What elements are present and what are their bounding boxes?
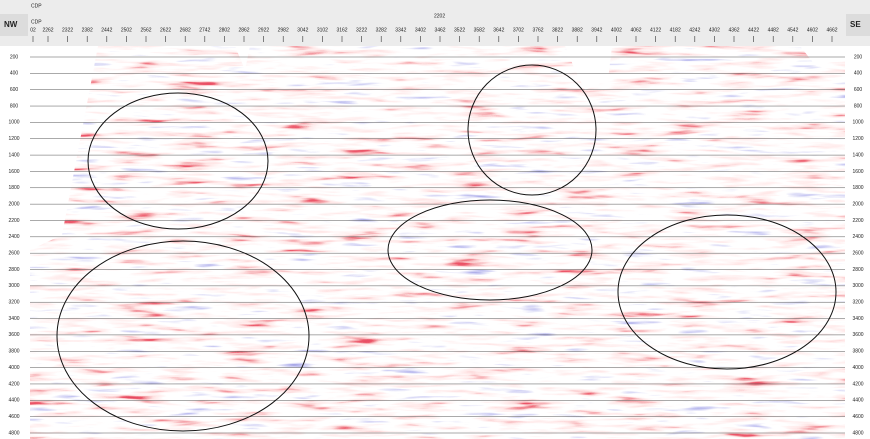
side-label: NW (4, 20, 18, 29)
cdp-tick-label: 4302 (709, 27, 720, 33)
cdp-tick-label: 3642 (493, 27, 504, 33)
depth-label-left: 400 (10, 71, 19, 77)
depth-label-right: 2800 (852, 267, 863, 273)
depth-label-right: 3000 (852, 283, 863, 289)
depth-label-right: 2000 (852, 201, 863, 207)
depth-label-left: 2000 (8, 201, 19, 207)
cdp-tick-label: 3882 (572, 27, 583, 33)
cdp-tick-label: 3702 (513, 27, 524, 33)
depth-label-left: 3600 (8, 332, 19, 338)
cdp-tick-label: 4662 (826, 27, 837, 33)
depth-label-left: 4600 (8, 414, 19, 420)
cdp-tick-label: 2382 (82, 27, 93, 33)
depth-label-right: 3600 (852, 332, 863, 338)
seismic-section: NW SE CDP CDP 2202 02 2262 2322 2382 2442 250… (0, 0, 870, 439)
depth-label-left: 4400 (8, 398, 19, 404)
depth-label-left: 4000 (8, 365, 19, 371)
depth-label-left: 3800 (8, 349, 19, 355)
depth-label-left: 3400 (8, 316, 19, 322)
cdp-tick-label: 3942 (591, 27, 602, 33)
depth-label-right: 1800 (852, 185, 863, 191)
depth-label-right: 1000 (852, 120, 863, 126)
cdp-tick-label: 3522 (454, 27, 465, 33)
depth-label-left: 1200 (8, 136, 19, 142)
depth-label-right: 400 (854, 71, 863, 77)
depth-label-left: 1800 (8, 185, 19, 191)
cdp-tick-label: 3102 (317, 27, 328, 33)
cdp-tick-label: 4182 (670, 27, 681, 33)
cdp-tick-label: 3222 (356, 27, 367, 33)
depth-label-left: 1600 (8, 169, 19, 175)
center-label: 2202 (434, 13, 445, 19)
cdp-tick-label: 4422 (748, 27, 759, 33)
cdp-tick-label: 3762 (532, 27, 543, 33)
axis-label: CDP (31, 19, 42, 25)
depth-label-left: 2200 (8, 218, 19, 224)
depth-label-left: 1000 (8, 120, 19, 126)
cdp-tick-label: 2442 (101, 27, 112, 33)
depth-label-right: 800 (854, 103, 863, 109)
cdp-tick-label: 3462 (434, 27, 445, 33)
depth-label-left: 2800 (8, 267, 19, 273)
depth-label-left: 200 (10, 54, 19, 60)
seismic-image (30, 46, 845, 439)
cdp-tick-label: 2802 (219, 27, 230, 33)
cdp-tick-label: 3042 (297, 27, 308, 33)
cdp-tick-label: 3162 (336, 27, 347, 33)
cdp-tick-label: 4542 (787, 27, 798, 33)
cdp-tick-label: 2742 (199, 27, 210, 33)
depth-label-right: 2400 (852, 234, 863, 240)
depth-label-right: 1400 (852, 152, 863, 158)
depth-label-right: 600 (854, 87, 863, 93)
cdp-tick-label: 3582 (474, 27, 485, 33)
depth-label-right: 4000 (852, 365, 863, 371)
depth-label-left: 600 (10, 87, 19, 93)
cdp-tick-label: 3282 (376, 27, 387, 33)
cdp-tick-label: 3402 (415, 27, 426, 33)
depth-label-left: 3000 (8, 283, 19, 289)
cdp-tick-label: 4122 (650, 27, 661, 33)
cdp-tick-label: 02 (30, 27, 36, 33)
cdp-tick-label: 3342 (395, 27, 406, 33)
axis-label: CDP (31, 3, 42, 9)
cdp-tick-label: 2502 (121, 27, 132, 33)
depth-label-right: 4800 (852, 430, 863, 436)
cdp-tick-label: 4602 (807, 27, 818, 33)
depth-label-right: 2600 (852, 251, 863, 257)
depth-label-left: 3200 (8, 300, 19, 306)
cdp-tick-label: 4362 (728, 27, 739, 33)
depth-label-left: 2600 (8, 251, 19, 257)
depth-label-right: 3200 (852, 300, 863, 306)
depth-label-right: 3400 (852, 316, 863, 322)
cdp-tick-label: 2562 (140, 27, 151, 33)
cdp-tick-label: 4242 (689, 27, 700, 33)
cdp-tick-label: 2922 (258, 27, 269, 33)
cdp-tick-label: 4482 (768, 27, 779, 33)
depth-label-left: 2400 (8, 234, 19, 240)
header-bar (0, 0, 870, 46)
cdp-tick-label: 3822 (552, 27, 563, 33)
cdp-tick-label: 2262 (42, 27, 53, 33)
side-label: SE (850, 20, 861, 29)
cdp-tick-label: 4062 (630, 27, 641, 33)
depth-label-right: 1600 (852, 169, 863, 175)
cdp-tick-label: 2682 (180, 27, 191, 33)
depth-label-left: 4800 (8, 430, 19, 436)
cdp-tick-label: 2322 (62, 27, 73, 33)
depth-label-right: 1200 (852, 136, 863, 142)
depth-label-right: 3800 (852, 349, 863, 355)
depth-label-right: 200 (854, 54, 863, 60)
cdp-tick-label: 2622 (160, 27, 171, 33)
depth-label-left: 1400 (8, 152, 19, 158)
cdp-tick-label: 2982 (278, 27, 289, 33)
cdp-tick-label: 2862 (238, 27, 249, 33)
depth-label-right: 2200 (852, 218, 863, 224)
depth-label-right: 4200 (852, 381, 863, 387)
depth-label-right: 4400 (852, 398, 863, 404)
depth-label-left: 800 (10, 103, 19, 109)
depth-label-left: 4200 (8, 381, 19, 387)
cdp-tick-label: 4002 (611, 27, 622, 33)
depth-label-right: 4600 (852, 414, 863, 420)
